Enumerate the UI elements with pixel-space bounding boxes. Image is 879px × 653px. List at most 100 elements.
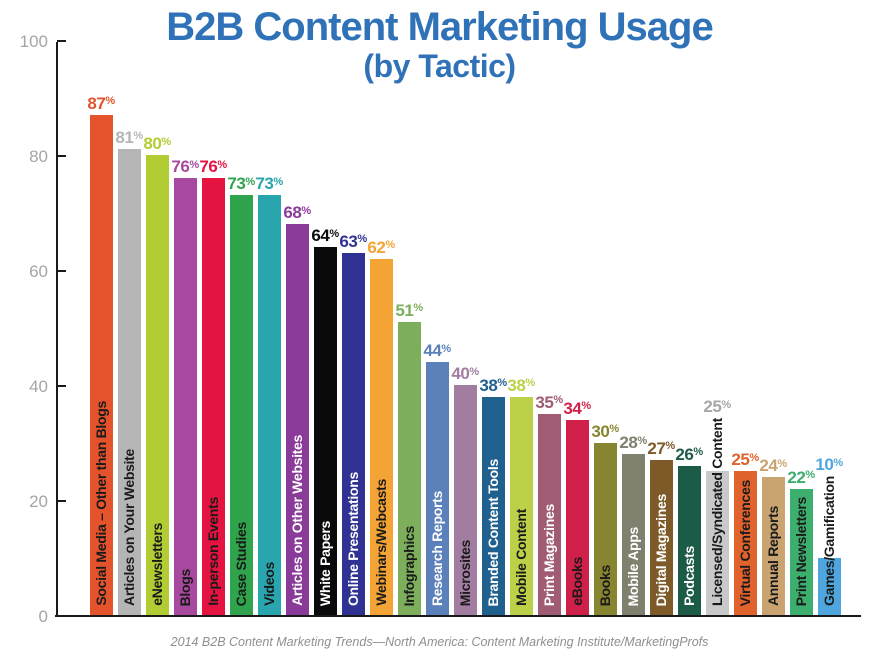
bar: Digital Magazines xyxy=(650,459,673,615)
value-number: 76 xyxy=(199,157,218,176)
percent-sign: % xyxy=(833,456,844,469)
percent-sign: % xyxy=(637,434,648,447)
y-axis-tick xyxy=(56,385,66,387)
bar: Articles on Other Websites xyxy=(286,224,309,615)
bar-label: Articles on Your Website xyxy=(121,449,138,606)
value-number: 22 xyxy=(787,467,806,487)
bar-label: Digital Magazines xyxy=(653,493,670,606)
bar: Case Studies xyxy=(230,195,253,615)
bar-label: Videos xyxy=(261,562,278,606)
y-axis-tick-label: 20 xyxy=(29,492,48,511)
y-axis-tick xyxy=(56,40,66,42)
y-axis-tick-label: 40 xyxy=(29,377,48,396)
y-axis-tick xyxy=(56,270,66,272)
bar: Social Media – Other than Blogs xyxy=(90,114,113,615)
bar: Research Reports xyxy=(426,362,449,615)
bar-label: Online Presentations xyxy=(345,471,362,606)
percent-sign: % xyxy=(217,158,228,171)
value-label: 63% xyxy=(339,233,367,250)
bar-label: Games/Gamification xyxy=(821,476,838,606)
bar: Mobile Content xyxy=(510,396,533,615)
percent-sign: % xyxy=(777,457,788,470)
value-label: 34% xyxy=(563,400,591,417)
percent-sign: % xyxy=(161,135,172,148)
value-number: 80 xyxy=(143,134,162,153)
value-label: 24% xyxy=(759,457,787,474)
percent-sign: % xyxy=(413,302,424,315)
value-number: 62 xyxy=(367,237,386,257)
value-label: 68% xyxy=(283,204,311,221)
bar-label: Podcasts xyxy=(681,546,698,606)
y-axis-tick-label: 80 xyxy=(29,147,48,166)
bar-label: Books xyxy=(597,564,614,606)
bar-label: Blogs xyxy=(177,568,194,606)
percent-sign: % xyxy=(525,377,536,389)
value-label: 10% xyxy=(815,456,843,473)
value-label: 25% xyxy=(731,451,759,468)
value-number: 44 xyxy=(423,341,442,360)
percent-sign: % xyxy=(133,129,144,142)
value-number: 64 xyxy=(311,226,330,245)
bar-label: Mobile Apps xyxy=(625,526,642,606)
bar: Branded Content Tools xyxy=(482,396,505,615)
bar-label: Infographics xyxy=(401,525,418,606)
bar-label: In-person Events xyxy=(205,497,222,606)
bar: eNewsletters xyxy=(146,155,169,615)
source-caption: 2014 B2B Content Marketing Trends—North … xyxy=(170,635,709,649)
value-label: 76% xyxy=(171,158,199,175)
bar: Print Newsletters xyxy=(790,488,813,615)
value-number: 25 xyxy=(731,450,750,470)
y-axis-tick xyxy=(56,500,66,502)
bar-label: Social Media – Other than Blogs xyxy=(93,401,110,606)
bar: Online Presentations xyxy=(342,252,365,615)
value-label: 30% xyxy=(591,423,619,440)
value-number: 73 xyxy=(227,174,246,194)
value-number: 10 xyxy=(815,455,834,474)
y-axis-tick-label: 100 xyxy=(19,32,48,51)
value-number: 27 xyxy=(647,438,666,458)
value-number: 34 xyxy=(563,398,582,418)
percent-sign: % xyxy=(105,95,116,108)
value-number: 73 xyxy=(255,174,274,194)
value-number: 38 xyxy=(507,375,526,395)
y-axis-tick xyxy=(56,155,66,157)
value-number: 76 xyxy=(171,157,190,176)
value-label: 80% xyxy=(143,135,171,152)
bar: Webinars/Webcasts xyxy=(370,258,393,615)
percent-sign: % xyxy=(245,175,256,188)
value-number: 28 xyxy=(619,433,638,452)
percent-sign: % xyxy=(721,398,732,411)
percent-sign: % xyxy=(693,446,704,458)
value-label: 26% xyxy=(675,446,703,463)
bar-label: eNewsletters xyxy=(149,523,166,606)
percent-sign: % xyxy=(609,423,620,435)
bar: Infographics xyxy=(398,321,421,615)
bar: Articles on Your Website xyxy=(118,149,141,615)
value-label: 27% xyxy=(647,440,675,457)
bar: Licensed/Syndicated Content xyxy=(706,418,729,615)
value-number: 30 xyxy=(591,421,610,441)
value-label: 64% xyxy=(311,227,339,244)
value-label: 22% xyxy=(787,469,815,486)
y-axis-tick-label: 0 xyxy=(38,607,48,626)
value-label: 81% xyxy=(115,129,143,146)
value-number: 87 xyxy=(87,93,106,113)
value-label: 62% xyxy=(367,239,395,256)
y-axis xyxy=(55,42,58,617)
value-number: 63 xyxy=(339,231,358,251)
bar: Blogs xyxy=(174,178,197,615)
bar: In-person Events xyxy=(202,178,225,615)
bar: White Papers xyxy=(314,247,337,615)
percent-sign: % xyxy=(553,394,564,407)
bar: Books xyxy=(594,442,617,615)
bar-label: Print Magazines xyxy=(541,503,558,606)
bar-label: Print Newsletters xyxy=(793,496,810,606)
value-label: 38% xyxy=(479,377,507,394)
value-label: 51% xyxy=(395,302,423,319)
y-axis-tick-label: 60 xyxy=(29,262,48,281)
percent-sign: % xyxy=(357,233,368,246)
percent-sign: % xyxy=(581,400,592,412)
percent-sign: % xyxy=(665,440,676,453)
